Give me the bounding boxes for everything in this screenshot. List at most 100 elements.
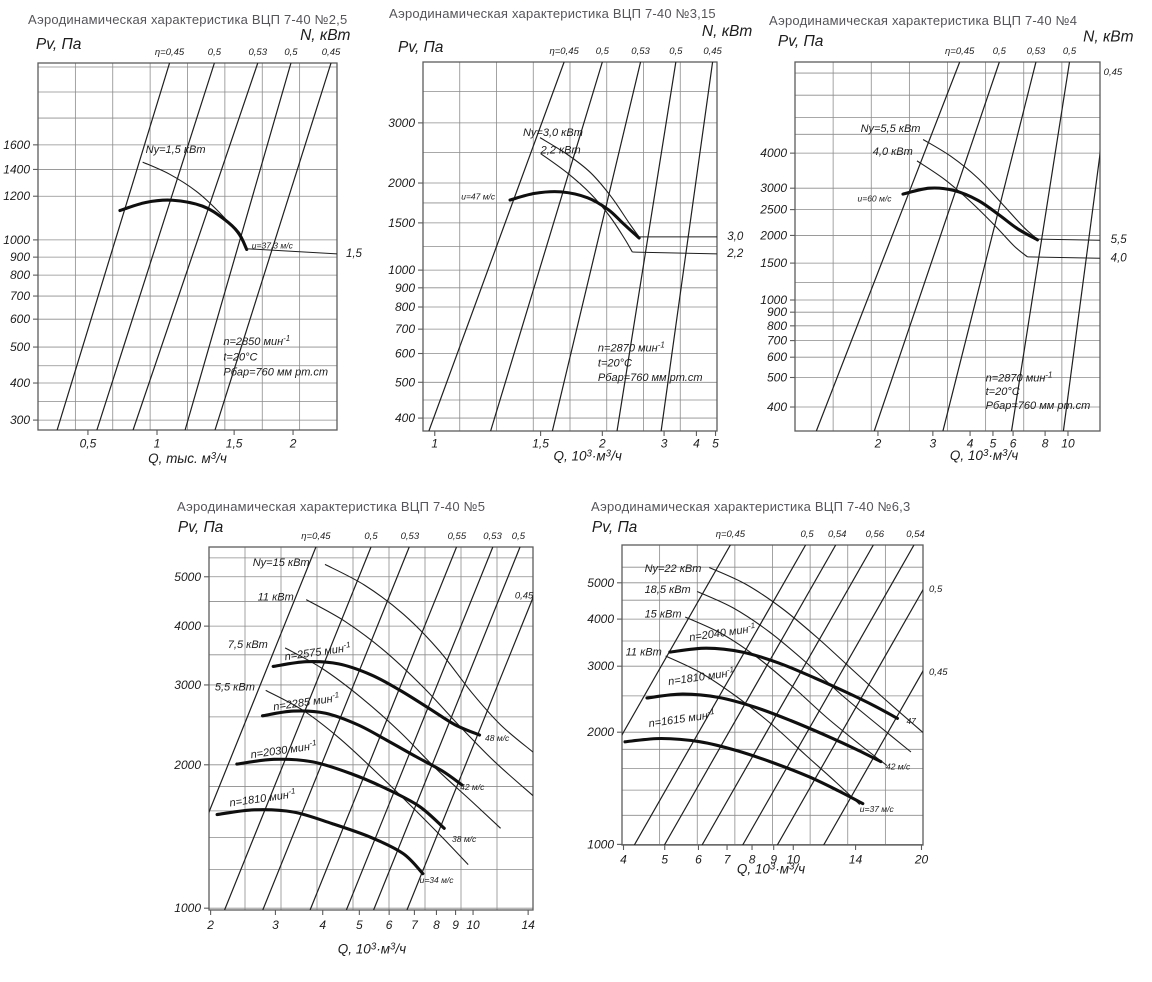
annotation: n=1810 мин-1 [229, 786, 297, 809]
y-tick-label: 4000 [174, 619, 201, 633]
efficiency-line [622, 545, 731, 737]
y-tick-label: 900 [767, 305, 787, 319]
efficiency-line [701, 545, 874, 845]
power-curve [539, 137, 640, 238]
annotation: t=20°C [598, 357, 632, 369]
efficiency-line [309, 547, 458, 910]
x-tick-label: 7 [724, 853, 732, 867]
annotation: n=2870 мин-1 [598, 341, 665, 355]
efficiency-label: 0,53 [631, 46, 650, 57]
power-axis-title: N, кВт [1083, 29, 1133, 46]
efficiency-label: 0,45 [322, 47, 341, 58]
fan-pressure-curve [215, 808, 425, 876]
annotation: 3,0 [727, 231, 744, 243]
annotation: 5,5 [1111, 234, 1128, 246]
power-curve [684, 616, 888, 766]
fan-pressure-curve [623, 736, 865, 806]
x-tick-label: 1,5 [532, 437, 549, 451]
chart-2: 1 1,5 2 3 4 5 3000 2000 1500 1000 900 800 700 600 500 4… [387, 23, 752, 463]
efficiency-label: 0,5 [669, 46, 683, 57]
efficiency-line [406, 595, 533, 910]
annotation: 11 кВт [626, 646, 662, 658]
x-axis-title: Q, тыс. м3/ч [148, 451, 227, 466]
x-tick-label: 2 [874, 437, 882, 451]
chart-title-2: Аэродинамическая характеристика ВЦП 7-40… [389, 6, 716, 21]
annotation: Ny=22 кВт [645, 563, 702, 575]
axis-ticks [33, 144, 294, 435]
annotation: 2,2 [726, 248, 744, 260]
efficiency-label: 0,5 [364, 531, 378, 542]
efficiency-label: 0,45 [703, 46, 722, 57]
chart-title-3: Аэродинамическая характеристика ВЦП 7-40… [769, 13, 1078, 28]
efficiency-line [96, 63, 215, 430]
x-tick-label: 9 [452, 918, 459, 932]
x-tick-label: 2 [289, 437, 297, 451]
annotation: 4,0 [1111, 252, 1128, 264]
x-tick-label: 4 [693, 437, 700, 451]
power-curve [324, 563, 533, 753]
annotation: 11 кВт [258, 592, 294, 604]
x-tick-label: 10 [466, 918, 480, 932]
y-axis-title: Pv, Па [592, 519, 638, 536]
chart-3: 2 3 4 5 6 8 10 4000 3000 2500 2000 1500 100090080070… [759, 29, 1133, 463]
efficiency-line [184, 63, 292, 430]
efficiency-line [815, 62, 961, 431]
y-tick-label: 1500 [760, 256, 787, 270]
annotation: u=60 м/с [858, 193, 893, 203]
y-tick-label: 5000 [587, 576, 614, 590]
curves [56, 63, 337, 430]
annotation: 0,5 [929, 584, 943, 595]
grid [209, 547, 533, 910]
annotation: 42 м/с [460, 782, 485, 792]
power-curve [284, 647, 501, 829]
fan-pressure-curve [260, 709, 464, 787]
x-tick-label: 2 [206, 918, 214, 932]
y-tick-label: 400 [10, 376, 30, 390]
efficiency-label: 0,5 [208, 47, 222, 58]
efficiency-line [209, 547, 317, 814]
annotation: u=37 м/с [860, 804, 895, 814]
axis-ticks [204, 576, 529, 915]
annotation: Рбар=760 мм рт.ст [986, 400, 1091, 412]
y-tick-label: 800 [395, 300, 415, 314]
axis-ticks [790, 152, 1069, 436]
power-axis-title: N, кВт [702, 23, 752, 40]
y-tick-label: 1200 [3, 189, 30, 203]
efficiency-label: 0,53 [249, 47, 268, 58]
annotation: n=2850 мин-1 [223, 334, 290, 348]
x-tick-label: 1,5 [226, 437, 243, 451]
plot-border [621, 544, 924, 846]
efficiency-line [56, 63, 171, 430]
y-tick-label: 2500 [759, 203, 787, 217]
power-curve [697, 590, 912, 753]
annotation: Ny=5,5 кВт [861, 123, 921, 135]
annotation: n=1615 мин-1 [648, 707, 716, 730]
efficiency-line [616, 62, 677, 431]
y-tick-label: 500 [395, 375, 415, 389]
efficiency-line [490, 62, 603, 431]
y-tick-label: 1400 [3, 162, 30, 176]
x-tick-label: 4 [967, 437, 974, 451]
efficiency-line [1010, 62, 1071, 431]
grid [423, 62, 717, 431]
annotation: 15 кВт [645, 609, 682, 621]
y-tick-label: 4000 [587, 612, 614, 626]
leader-line [632, 251, 717, 255]
y-tick-label: 1000 [760, 293, 787, 307]
y-tick-label: 1000 [587, 837, 614, 851]
annotation: t=20°C [223, 351, 257, 363]
fan-pressure-curve [645, 692, 883, 764]
y-tick-label: 600 [767, 350, 787, 364]
annotation: t=20°C [986, 386, 1020, 398]
y-tick-label: 5000 [174, 570, 201, 584]
efficiency-line [742, 545, 915, 845]
efficiency-line [345, 547, 494, 910]
curves [622, 545, 923, 845]
x-tick-label: 9 [770, 853, 777, 867]
y-axis-title: Pv, Па [36, 36, 82, 53]
plot-border [37, 62, 338, 431]
y-tick-label: 1600 [3, 138, 30, 152]
efficiency-line [873, 62, 1000, 431]
annotation: 18,5 кВт [645, 584, 691, 596]
efficiency-line [551, 62, 642, 431]
